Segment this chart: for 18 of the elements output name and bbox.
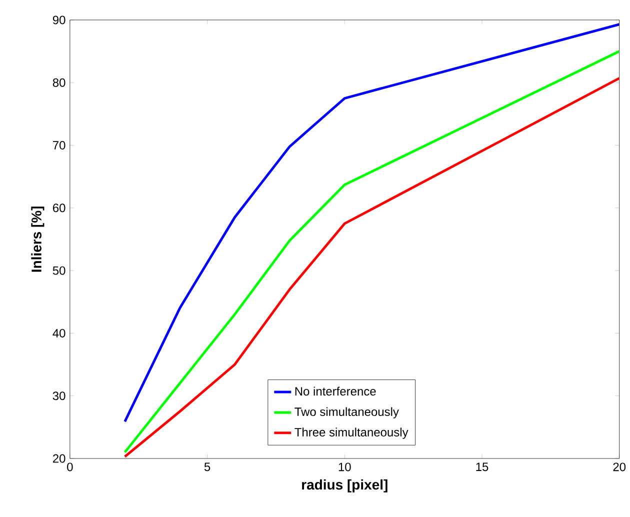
x-tick-label: 15 [476,462,488,471]
y-tick-label: 80 [52,78,66,87]
x-tick-label: 0 [67,462,73,471]
y-tick-label: 70 [53,140,66,150]
x-tick-label: 20 [613,462,626,471]
y-tick-label: 40 [52,328,66,338]
y-tick-label: 60 [53,203,66,212]
y-tick-label: 20 [53,454,66,463]
x-tick-label: 5 [204,462,210,471]
legend-label: Two simultaneously [294,406,399,418]
y-tick-label: 30 [52,391,66,400]
x-tick-label: 10 [338,462,351,471]
legend-label: No interference [295,386,376,396]
x-axis-title: radius [pixel] [302,479,388,492]
y-tick-label: 50 [52,266,66,275]
y-axis-title: Inliers [%] [31,206,44,272]
legend-label: Three simultaneously [294,427,408,439]
y-tick-label: 90 [52,16,66,24]
